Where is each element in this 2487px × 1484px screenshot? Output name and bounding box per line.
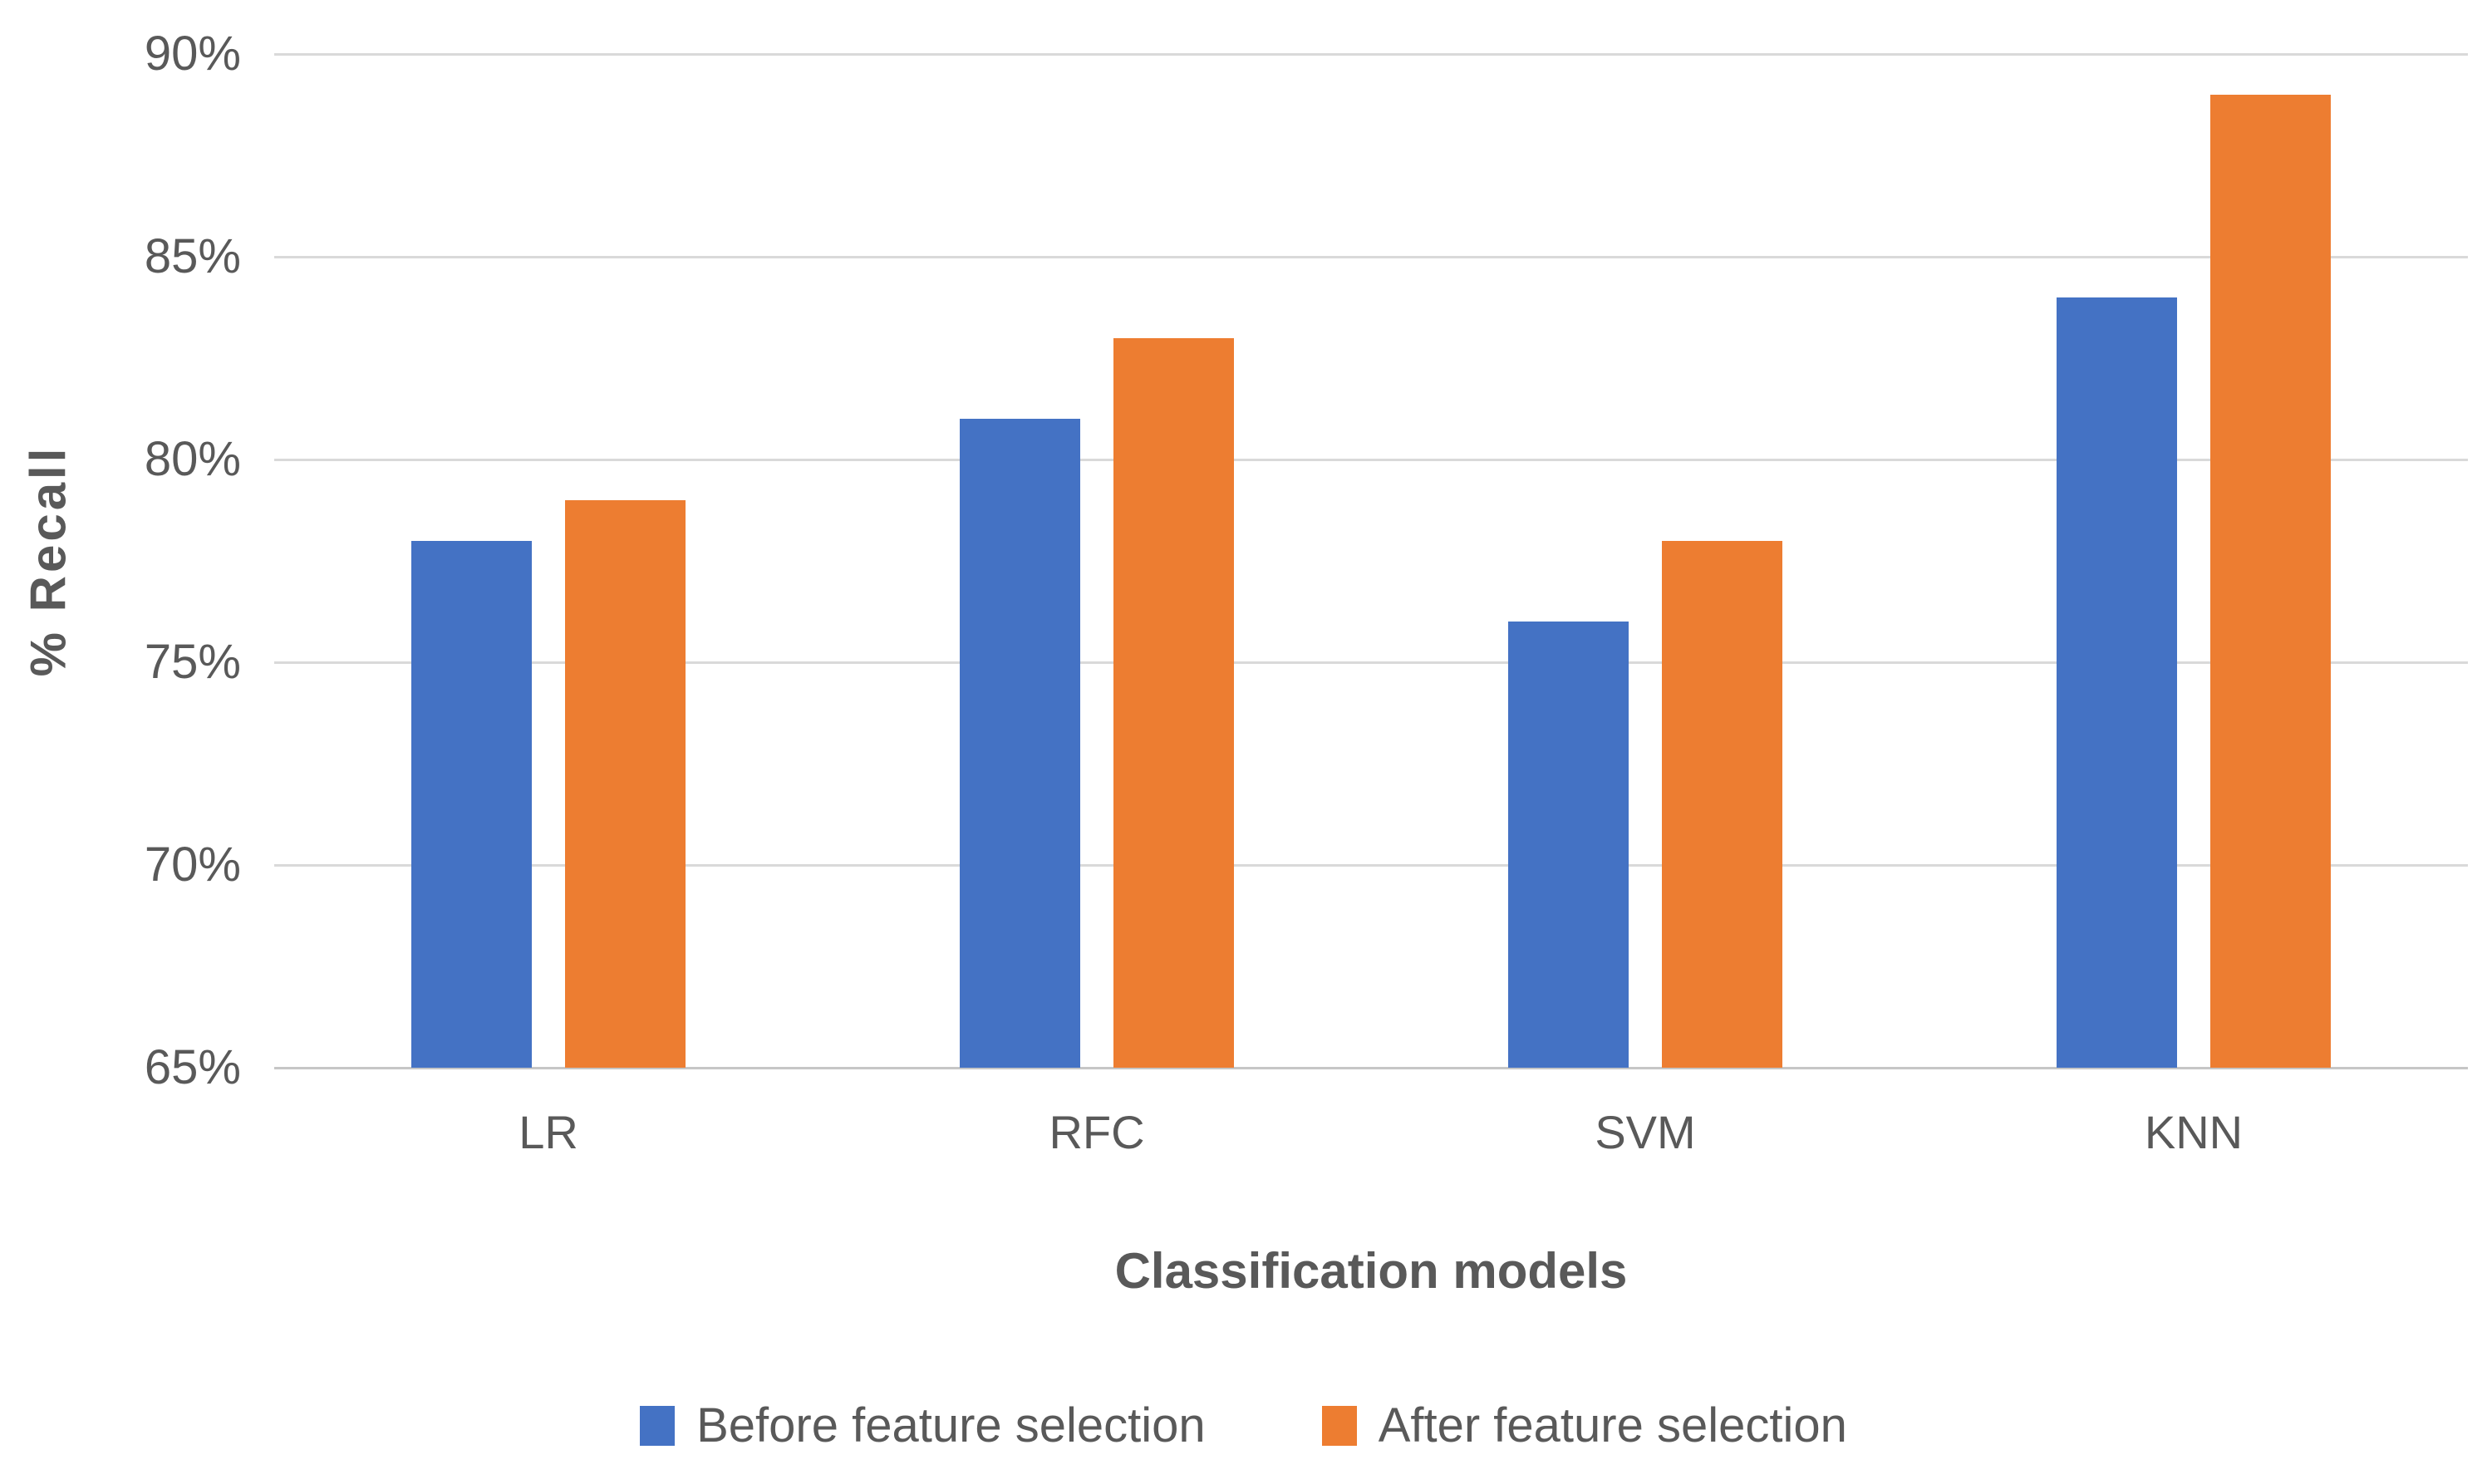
y-tick-label-65: 65%	[144, 1040, 241, 1094]
legend-label: Before feature selection	[696, 1398, 1206, 1452]
bar-rfc-before	[960, 419, 1080, 1068]
bar-rfc-after	[1113, 337, 1234, 1068]
bar-svm-before	[1508, 622, 1629, 1068]
bar-groups	[274, 54, 2468, 1068]
legend-swatch-icon	[640, 1405, 676, 1446]
legend-item-after: After feature selection	[1321, 1398, 1847, 1453]
y-tick-label-70: 70%	[144, 838, 241, 892]
bar-lr-after	[565, 499, 686, 1068]
bar-svm-after	[1662, 540, 1782, 1068]
gridline-80	[274, 459, 2468, 461]
category-label-knn: KNN	[2144, 1106, 2244, 1158]
category-label-svm: SVM	[1595, 1106, 1696, 1158]
legend-item-before: Before feature selection	[640, 1398, 1206, 1453]
gridline-90	[274, 53, 2468, 56]
legend: Before feature selection After feature se…	[0, 1398, 2487, 1453]
gridline-70	[274, 864, 2468, 867]
legend-swatch-icon	[1321, 1405, 1357, 1446]
y-tick-label-75: 75%	[144, 635, 241, 689]
bar-knn-before	[2057, 297, 2177, 1068]
category-label-lr: LR	[519, 1106, 578, 1158]
bar-group-svm	[1371, 54, 1919, 1068]
x-axis-title: Classification models	[1114, 1243, 1628, 1299]
bar-lr-before	[411, 540, 532, 1068]
bar-group-rfc	[823, 54, 1371, 1068]
bar-group-knn	[1919, 54, 2468, 1068]
y-tick-label-90: 90%	[144, 27, 241, 81]
gridline-85	[274, 256, 2468, 258]
legend-label: After feature selection	[1378, 1398, 1847, 1452]
y-tick-label-85: 85%	[144, 229, 241, 283]
y-axis-tick-labels: 90% 85% 80% 75% 70% 65%	[0, 0, 241, 1484]
category-label-rfc: RFC	[1049, 1106, 1145, 1158]
x-axis-category-labels: LR RFC SVM KNN	[274, 1105, 2468, 1159]
gridline-75	[274, 661, 2468, 664]
bar-group-lr	[274, 54, 823, 1068]
y-tick-label-80: 80%	[144, 432, 241, 486]
gridline-65	[274, 1067, 2468, 1069]
plot-area	[274, 53, 2468, 1069]
bar-knn-after	[2210, 94, 2331, 1068]
